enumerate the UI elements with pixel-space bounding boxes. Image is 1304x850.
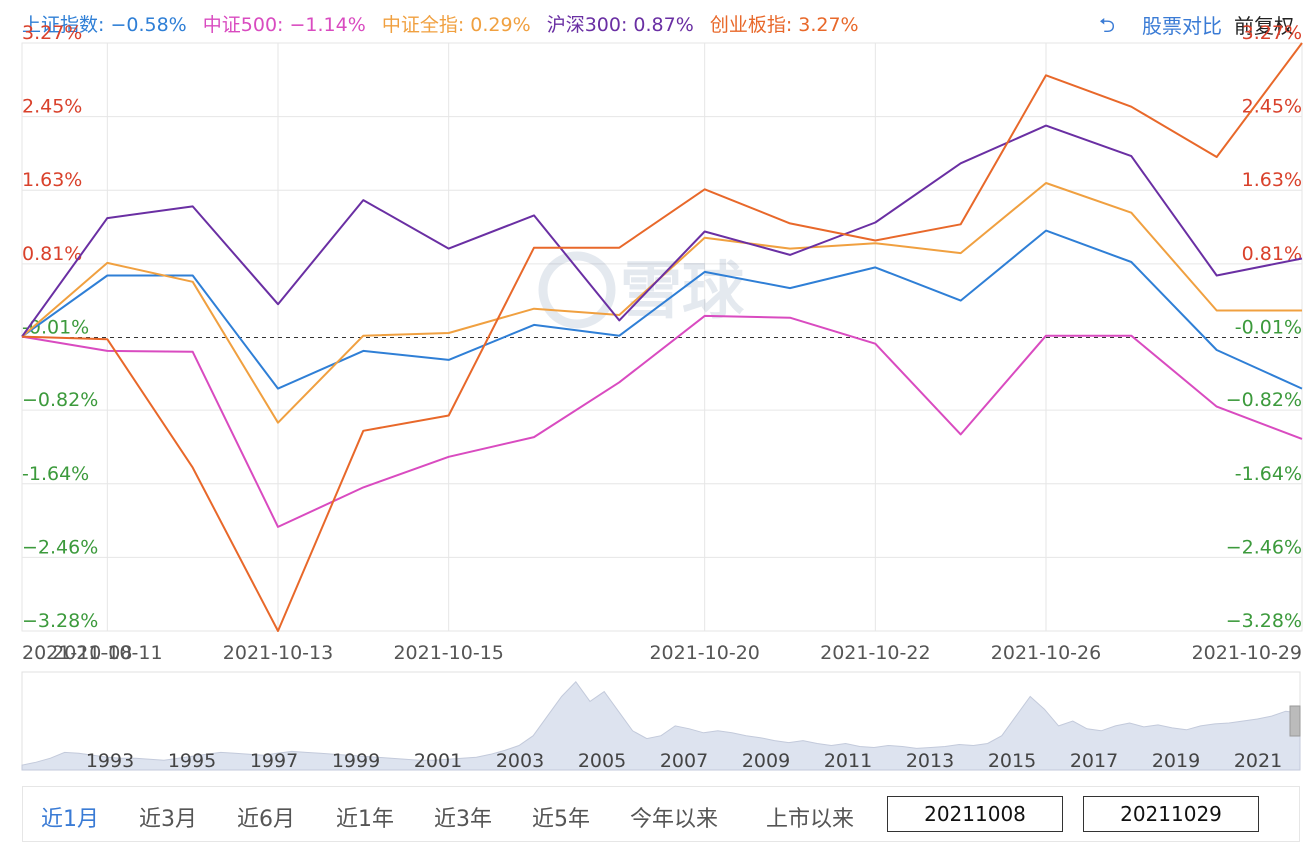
- range-button-6m[interactable]: 近6月: [237, 807, 295, 832]
- y-tick-label-right: −0.82%: [1226, 389, 1302, 411]
- overview-year-label: 2009: [742, 750, 790, 772]
- y-tick-label-left: 3.27%: [22, 22, 82, 44]
- y-tick-label-right: 1.63%: [1242, 169, 1302, 191]
- range-button-3m[interactable]: 近3月: [139, 807, 197, 832]
- xueqiu-watermark: 雪球: [538, 251, 745, 329]
- overview-year-label: 2019: [1152, 750, 1200, 772]
- undo-arrow-icon[interactable]: ⮌: [1098, 12, 1116, 37]
- toolbar: ⮌ 股票对比 前复权: [1094, 10, 1294, 39]
- overview-year-label: 2001: [414, 750, 462, 772]
- price-adjust-toggle[interactable]: 前复权: [1234, 14, 1294, 38]
- y-tick-label-right: -1.64%: [1235, 463, 1302, 485]
- overview-year-label: 2003: [496, 750, 544, 772]
- overview-year-label: 2007: [660, 750, 708, 772]
- overview-year-label: 1995: [168, 750, 216, 772]
- overview-year-label: 1997: [250, 750, 298, 772]
- overview-range-handle[interactable]: [1289, 705, 1301, 737]
- watermark-text: 雪球: [620, 254, 745, 327]
- range-button-since-listing[interactable]: 上市以来: [766, 807, 855, 832]
- x-tick-label: 2021-10-26: [991, 642, 1101, 664]
- y-tick-label-left: 2.45%: [22, 96, 82, 118]
- range-selector: 近1月 近3月 近6月 近1年 近3年 近5年 今年以来 上市以来: [22, 786, 1300, 842]
- start-date-input[interactable]: [887, 796, 1063, 832]
- x-tick-label: 2021-10-29: [1192, 642, 1302, 664]
- legend-item-shanghai[interactable]: 上证指数: −0.58%: [22, 14, 187, 36]
- end-date-input[interactable]: [1083, 796, 1259, 832]
- y-tick-label-right: 3.27%: [1242, 22, 1302, 44]
- legend-item-chinext[interactable]: 创业板指: 3.27%: [709, 14, 859, 36]
- series-line-4[interactable]: [21, 42, 1303, 632]
- y-tick-label-right: −3.28%: [1226, 610, 1302, 632]
- x-tick-label: 2021-10-20: [649, 642, 759, 664]
- y-tick-label-left: -1.64%: [22, 463, 89, 485]
- y-tick-label-right: -0.01%: [1235, 316, 1302, 338]
- range-button-5y[interactable]: 近5年: [532, 807, 590, 832]
- range-button-3y[interactable]: 近3年: [434, 807, 492, 832]
- y-tick-label-left: −2.46%: [22, 536, 98, 558]
- x-tick-label: 2021-10-08: [22, 642, 132, 664]
- overview-area: [21, 681, 1301, 771]
- range-button-ytd[interactable]: 今年以来: [630, 807, 719, 832]
- overview-year-label: 2015: [988, 750, 1036, 772]
- legend-item-csi-all[interactable]: 中证全指: 0.29%: [381, 14, 531, 36]
- legend-item-csi500[interactable]: 中证500: −1.14%: [202, 14, 366, 36]
- y-tick-label-left: 1.63%: [22, 169, 82, 191]
- overview-year-label: 2017: [1070, 750, 1118, 772]
- overview-year-label: 1999: [332, 750, 380, 772]
- overview-year-label: 2021: [1234, 750, 1282, 772]
- y-tick-label-left: −3.28%: [22, 610, 98, 632]
- x-tick-label: 2021-10-13: [223, 642, 333, 664]
- y-tick-label-left: −0.82%: [22, 389, 98, 411]
- series-line-3[interactable]: [21, 124, 1303, 338]
- x-tick-label: 2021-10-15: [393, 642, 503, 664]
- overview-year-label: 1993: [86, 750, 134, 772]
- y-tick-label-right: −2.46%: [1226, 536, 1302, 558]
- range-button-1m[interactable]: 近1月: [41, 807, 99, 832]
- stock-compare-link[interactable]: 股票对比: [1142, 14, 1222, 38]
- watermark-logo-icon: [538, 251, 616, 329]
- overview-year-label: 2013: [906, 750, 954, 772]
- series-line-0[interactable]: [21, 229, 1303, 390]
- y-tick-label-right: 2.45%: [1242, 96, 1302, 118]
- x-tick-label: 2021-10-22: [820, 642, 930, 664]
- overview-year-label: 2005: [578, 750, 626, 772]
- overview-year-label: 2011: [824, 750, 872, 772]
- legend-item-csi300[interactable]: 沪深300: 0.87%: [546, 14, 694, 36]
- legend: 上证指数: −0.58% 中证500: −1.14% 中证全指: 0.29% 沪…: [22, 10, 869, 37]
- main-chart[interactable]: 雪球 3.27% 3.27% 2.45% 2.45% 1.63% 1.63% 0.81% 0.8…: [0, 0, 1304, 680]
- series-line-1[interactable]: [21, 314, 1303, 528]
- y-tick-label-left: 0.81%: [22, 243, 82, 265]
- range-button-1y[interactable]: 近1年: [336, 807, 394, 832]
- x-tick-label: 2021-10-11: [52, 642, 162, 664]
- y-tick-label-right: 0.81%: [1242, 243, 1302, 265]
- overview-frame: [21, 671, 1301, 771]
